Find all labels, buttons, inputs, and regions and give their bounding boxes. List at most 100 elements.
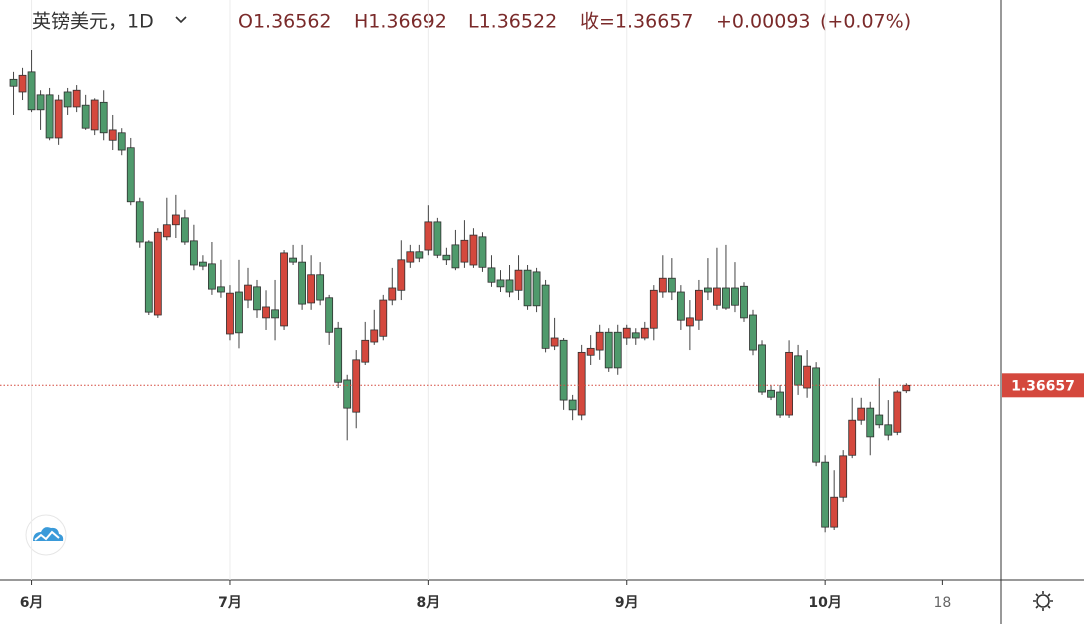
candle-body — [740, 285, 748, 319]
header-value: (+0.07%) — [820, 11, 911, 33]
candle-body — [18, 74, 27, 93]
gear-ring[interactable] — [1036, 594, 1050, 608]
candle-body — [595, 331, 604, 351]
candle-body — [460, 239, 469, 263]
candle-body — [812, 367, 821, 463]
candle-body — [63, 91, 72, 108]
candle-body — [550, 337, 559, 347]
last-price-box — [1002, 373, 1084, 398]
header-value: L1.36522 — [468, 11, 557, 33]
candle-body — [316, 274, 325, 301]
candle-body — [27, 71, 36, 111]
candle-body — [586, 347, 595, 356]
candle-body — [235, 291, 243, 334]
candle-body — [523, 269, 532, 307]
symbol-title: 英镑美元，1D — [32, 11, 154, 33]
candle-body — [694, 289, 703, 321]
candle-body — [658, 277, 667, 293]
x-tick-label: 8月 — [416, 595, 440, 611]
candle-body — [640, 327, 649, 339]
candle-body — [253, 286, 261, 311]
candle-body — [713, 287, 721, 306]
candle-body — [9, 78, 18, 87]
candle-body — [352, 359, 361, 413]
candle-body — [379, 299, 388, 337]
candle-body — [794, 355, 802, 386]
candle-body — [704, 287, 712, 293]
candle-body — [758, 344, 766, 393]
candle-body — [343, 379, 352, 409]
candle-body — [649, 289, 658, 329]
candle-body — [613, 331, 622, 369]
candle-body — [262, 306, 270, 319]
candle-body — [135, 201, 144, 243]
candle-body — [667, 277, 676, 293]
logo[interactable] — [25, 514, 67, 556]
interval-chevron[interactable] — [175, 16, 187, 24]
candle-body — [117, 132, 126, 151]
candle-body — [514, 269, 523, 291]
candle-body — [54, 99, 63, 139]
candle-body — [685, 317, 694, 327]
candle-body — [307, 274, 316, 304]
header-value: +0.00093 — [716, 11, 811, 33]
candle-body — [144, 241, 153, 313]
candle-body — [208, 263, 216, 290]
x-tick-label: 18 — [933, 595, 951, 611]
header-value: 收=1.36657 — [580, 11, 694, 33]
candle-body — [722, 287, 730, 309]
candle-body — [478, 236, 487, 268]
logo-cloud[interactable] — [33, 527, 64, 541]
logo-wave[interactable] — [34, 530, 60, 541]
gear-teeth[interactable] — [1033, 591, 1053, 611]
candle-body — [839, 455, 848, 498]
candle-body — [442, 254, 451, 261]
candle-body — [72, 89, 81, 108]
candle-body — [676, 291, 685, 321]
candle-body — [370, 329, 379, 343]
candle-body — [884, 424, 893, 436]
candle-body — [577, 351, 586, 416]
header-value: H1.36692 — [354, 11, 447, 33]
candle-body — [631, 332, 640, 339]
x-tick-label: 7月 — [218, 595, 242, 611]
candle-body — [171, 214, 180, 226]
settings-icon[interactable] — [1033, 591, 1053, 611]
x-tick-label: 6月 — [20, 595, 44, 611]
candle-body — [893, 391, 902, 433]
candle-body — [848, 419, 857, 456]
candle-body — [505, 279, 514, 293]
candle-body — [749, 314, 757, 351]
candles — [9, 50, 911, 533]
candle-body — [36, 94, 45, 111]
candle-body — [424, 221, 433, 251]
candle-body — [271, 309, 279, 319]
candle-body — [199, 261, 207, 267]
candle-body — [180, 217, 189, 243]
candle-body — [875, 414, 884, 426]
candle-body — [226, 292, 234, 335]
candle-body — [857, 407, 866, 421]
candle-body — [622, 327, 631, 339]
candle-body — [280, 252, 288, 327]
candle-body — [289, 257, 297, 263]
candle-body — [126, 147, 135, 203]
candle-body — [99, 101, 108, 134]
candle-body — [325, 297, 334, 333]
candle-body — [568, 399, 577, 411]
candle-body — [767, 389, 775, 398]
candle-body — [731, 287, 739, 306]
candle-body — [388, 287, 397, 301]
candle-body — [487, 267, 496, 283]
candle-body — [776, 391, 784, 416]
header: 英镑美元，1D O1.36562 H1.36692 L1.36522 收=1.3665… — [32, 11, 911, 33]
x-tick-label: 9月 — [615, 595, 639, 611]
candle-body — [397, 259, 406, 291]
candle-body — [433, 221, 442, 256]
candle-body — [496, 279, 505, 288]
candle-body — [45, 94, 54, 139]
candle-body — [902, 384, 911, 392]
candle-body — [298, 261, 307, 305]
candle-body — [604, 331, 613, 369]
